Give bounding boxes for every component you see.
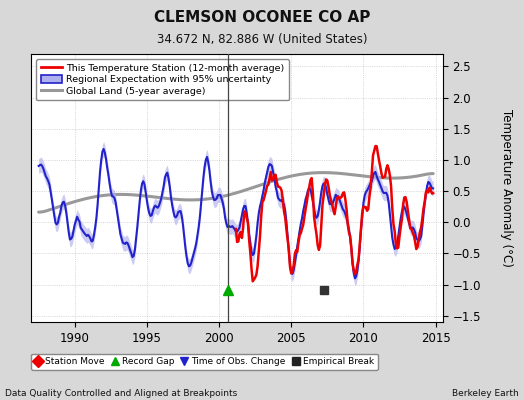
Text: Data Quality Controlled and Aligned at Breakpoints: Data Quality Controlled and Aligned at B… bbox=[5, 389, 237, 398]
Text: 34.672 N, 82.886 W (United States): 34.672 N, 82.886 W (United States) bbox=[157, 33, 367, 46]
Text: CLEMSON OCONEE CO AP: CLEMSON OCONEE CO AP bbox=[154, 10, 370, 25]
Legend: Station Move, Record Gap, Time of Obs. Change, Empirical Break: Station Move, Record Gap, Time of Obs. C… bbox=[31, 354, 378, 370]
Y-axis label: Temperature Anomaly (°C): Temperature Anomaly (°C) bbox=[500, 109, 514, 267]
Text: Berkeley Earth: Berkeley Earth bbox=[452, 389, 519, 398]
